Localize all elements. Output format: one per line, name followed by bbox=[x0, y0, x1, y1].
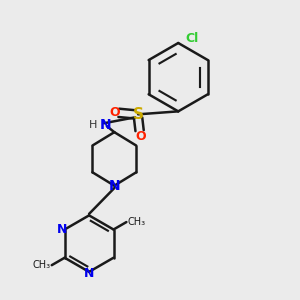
Text: N: N bbox=[109, 179, 120, 193]
Text: H: H bbox=[89, 120, 98, 130]
Text: S: S bbox=[133, 107, 144, 122]
Text: N: N bbox=[100, 118, 111, 132]
Text: N: N bbox=[57, 223, 68, 236]
Text: CH₃: CH₃ bbox=[128, 217, 146, 227]
Text: O: O bbox=[135, 130, 146, 142]
Text: Cl: Cl bbox=[186, 32, 199, 45]
Text: CH₃: CH₃ bbox=[32, 260, 50, 270]
Text: O: O bbox=[109, 106, 120, 119]
Text: N: N bbox=[84, 267, 94, 280]
